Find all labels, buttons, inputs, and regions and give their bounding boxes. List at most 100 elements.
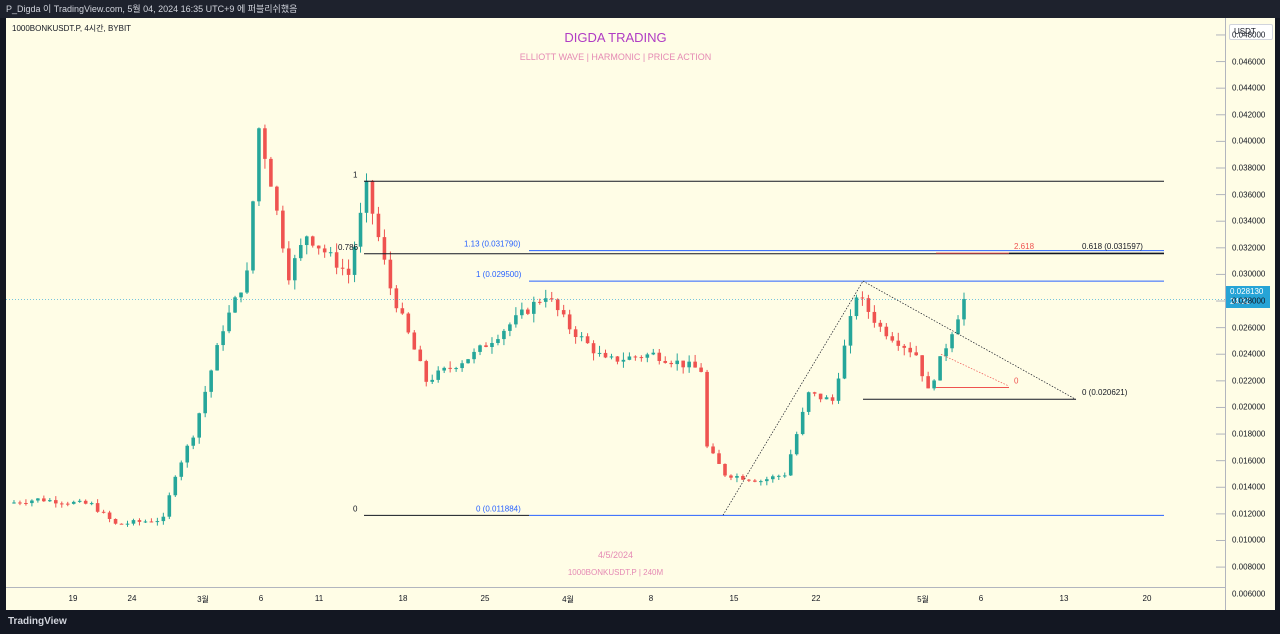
candle-body <box>520 309 524 316</box>
candle-body <box>824 397 829 400</box>
candle-body <box>334 252 339 268</box>
candle-body <box>394 288 399 309</box>
time-tick-3: 6 <box>258 594 264 603</box>
candle-body <box>699 367 703 372</box>
chart-frame: 1 0.786 1.13 (0.031790) 1 (0.029500) 0 (0.01… <box>6 18 1275 611</box>
candle-body <box>932 380 936 389</box>
price-tick-19: 0.010000 <box>1232 535 1266 545</box>
candle-body <box>555 299 560 311</box>
candle-body <box>663 360 668 363</box>
candle-body <box>842 345 847 379</box>
level-113-label: 1.13 (0.031790) <box>464 240 521 249</box>
candle-body <box>101 511 106 513</box>
candle-body <box>633 356 638 358</box>
candle-body <box>753 480 757 482</box>
price-tick-20: 0.008000 <box>1232 562 1266 572</box>
time-tick-0: 19 <box>68 594 78 603</box>
price-axis[interactable]: USDT 0.028130 24:32 0.048000 0.046000 0.04… <box>1225 18 1275 610</box>
candle-body <box>944 348 948 357</box>
candle-body <box>454 368 458 370</box>
candle-body <box>310 236 315 246</box>
candle-body <box>71 501 76 504</box>
watermark-subtitle: ELLIOTT WAVE | HARMONIC | PRICE ACTION <box>519 52 712 62</box>
harmonic-2618-label: 2.618 <box>1014 242 1035 251</box>
candle-body <box>245 270 249 293</box>
fib-level-0-label: 0 <box>353 504 358 513</box>
candle-body <box>54 500 58 504</box>
candle-body <box>430 379 435 382</box>
price-tick-3: 0.042000 <box>1232 110 1266 120</box>
fib-level-0786-label: 0.786 <box>338 243 359 252</box>
candle-body <box>12 502 16 504</box>
candle-body <box>340 267 345 269</box>
symbol-label: 1000BONKUSDT.P, 4시간, BYBIT <box>12 24 132 33</box>
candle-body <box>42 498 46 502</box>
candle-body <box>293 258 297 281</box>
candle-body <box>776 475 781 477</box>
candle-body <box>496 339 500 344</box>
candle-body <box>543 298 548 302</box>
time-tick-7: 4월 <box>562 595 574 604</box>
candle-body <box>938 356 942 381</box>
candle-body <box>579 336 584 338</box>
watermark-symbol: 1000BONKUSDT.P | 240M <box>567 568 664 577</box>
time-tick-2: 3월 <box>197 595 209 604</box>
current-price-value: 0.028130 <box>1230 287 1264 296</box>
candle-body <box>233 297 237 313</box>
candle-body <box>591 343 596 354</box>
candle-body <box>197 413 201 438</box>
candle-body <box>179 462 184 477</box>
candle-body <box>645 354 650 358</box>
candle-body <box>693 361 697 368</box>
price-tick-12: 0.024000 <box>1232 349 1266 359</box>
candle-body <box>281 210 285 249</box>
candle-body <box>788 454 793 476</box>
time-tick-12: 6 <box>978 594 984 603</box>
time-tick-1: 24 <box>127 594 137 603</box>
candle-body <box>59 503 64 505</box>
candle-body <box>567 314 572 330</box>
candle-body <box>287 248 291 281</box>
candle-body <box>711 446 715 454</box>
candle-body <box>227 312 231 332</box>
candle-body <box>316 245 321 249</box>
candle-body <box>681 360 685 368</box>
watermark-title: DIGDA TRADING <box>564 30 667 45</box>
price-tick-8: 0.032000 <box>1232 243 1266 253</box>
candle-body <box>854 297 859 317</box>
candle-body <box>65 503 70 505</box>
candle-body <box>131 520 136 524</box>
candle-body <box>597 352 602 354</box>
currency-selector[interactable]: USDT <box>1229 24 1273 40</box>
price-tick-11: 0.026000 <box>1232 323 1266 333</box>
candle-body <box>478 345 482 352</box>
candle-body <box>735 475 739 478</box>
time-tick-14: 20 <box>1142 594 1152 603</box>
candle-body <box>322 248 327 253</box>
time-axis[interactable]: 19 24 3월 6 11 18 25 4월 8 15 22 5월 6 13 20 <box>6 587 1225 611</box>
candle-body <box>615 356 620 362</box>
chart-area[interactable]: 1 0.786 1.13 (0.031790) 1 (0.029500) 0 (0.01… <box>6 18 1225 587</box>
candle-body <box>878 322 883 327</box>
candle-body <box>896 340 901 346</box>
candle-body <box>191 437 196 446</box>
candle-body <box>771 476 775 480</box>
candle-body <box>185 445 190 463</box>
candle-body <box>161 516 166 522</box>
price-chart[interactable]: 1 0.786 1.13 (0.031790) 1 (0.029500) 0 (0.01… <box>6 18 1225 587</box>
candle-body <box>382 237 387 260</box>
candle-body <box>502 330 506 340</box>
candle-body <box>818 393 823 400</box>
candle-body <box>549 298 554 300</box>
candle-body <box>484 345 488 347</box>
candle-body <box>800 411 805 435</box>
candle-body <box>113 518 118 524</box>
candle-body <box>466 359 470 364</box>
candle-body <box>651 352 656 355</box>
candle-body <box>125 523 130 525</box>
candle-body <box>836 378 841 401</box>
candle-body <box>860 297 865 299</box>
candle-body <box>609 356 614 358</box>
candle-body <box>418 349 423 362</box>
candle-body <box>585 336 590 344</box>
